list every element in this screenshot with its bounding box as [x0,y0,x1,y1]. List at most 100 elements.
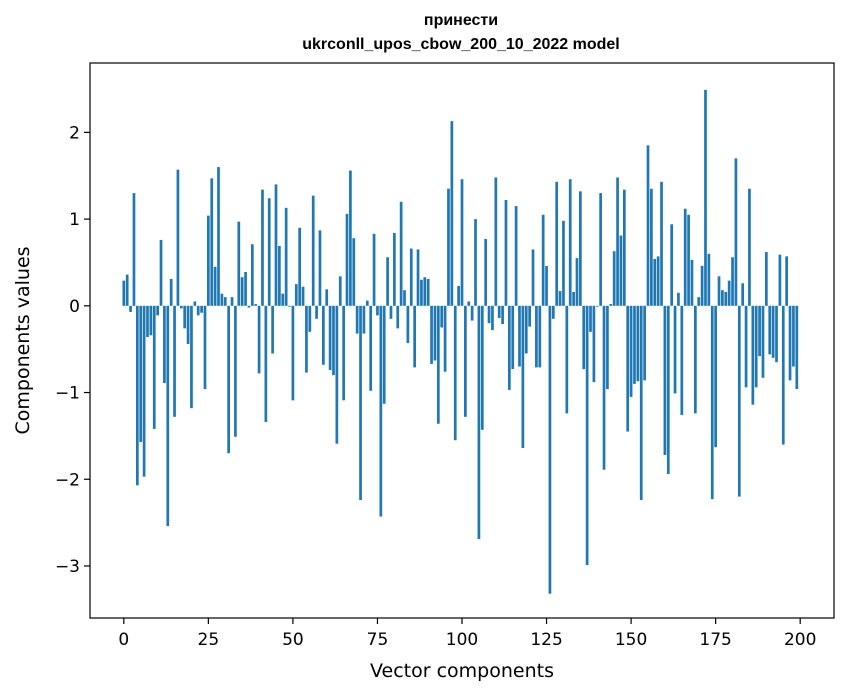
bar-142 [602,305,606,470]
bar-29 [220,293,224,306]
bar-83 [403,290,406,306]
bar-19 [186,305,190,344]
bar-199 [795,305,799,390]
bar-135 [579,191,582,306]
bar-185 [748,188,751,306]
bar-106 [480,305,484,430]
bar-196 [785,256,789,306]
bar-22 [196,305,200,316]
bar-91 [430,305,433,364]
bar-133 [572,291,575,306]
bar-47 [281,293,285,306]
bar-76 [379,305,383,517]
bar-66 [345,213,349,306]
bar-152 [636,305,640,382]
chart-title-line-1: принести [423,12,499,29]
bar-96 [447,188,450,306]
x-tick-label: 25 [198,630,220,650]
bar-54 [305,305,308,373]
bar-126 [548,305,552,594]
bar-194 [778,254,782,306]
bar-24 [203,305,207,390]
bar-69 [355,305,359,334]
y-axis-label: Components values [12,246,34,434]
bar-163 [673,305,677,394]
bar-64 [338,276,342,306]
bar-26 [210,178,214,306]
bar-30 [223,297,227,306]
bar-1 [125,274,129,306]
bar-162 [670,224,674,306]
bar-171 [700,265,704,306]
bar-156 [650,188,653,306]
bar-36 [244,271,247,306]
bar-140 [595,305,599,307]
bar-25 [207,215,210,306]
bar-11 [159,239,163,306]
bar-67 [349,170,352,306]
bar-191 [768,305,772,355]
bar-74 [372,233,376,306]
bar-137 [585,305,589,566]
bar-183 [741,283,745,306]
bar-53 [301,286,305,306]
bar-158 [656,256,660,306]
bar-46 [278,245,281,306]
bar-115 [511,305,515,370]
bar-164 [677,292,680,306]
bar-78 [386,257,389,306]
bar-45 [274,184,278,306]
bar-127 [551,305,555,319]
bar-series [122,89,799,594]
bar-143 [606,305,609,390]
bar-103 [470,305,474,321]
bar-168 [690,259,694,306]
bar-186 [751,305,755,405]
bar-12 [163,305,166,383]
bar-57 [315,305,318,319]
bar-147 [619,235,623,306]
bar-97 [450,121,454,306]
bar-198 [792,305,795,367]
bar-5 [139,305,143,442]
bar-167 [687,214,690,306]
bar-52 [298,227,302,306]
bar-145 [612,251,616,306]
bar-3 [132,193,136,306]
bar-161 [666,305,670,475]
bar-18 [183,305,187,329]
bar-132 [568,179,572,306]
bar-197 [788,305,792,381]
bar-62 [332,305,335,376]
bar-23 [200,305,203,313]
bar-21 [193,301,197,306]
bar-88 [420,279,423,306]
bar-41 [261,189,264,306]
bar-35 [240,277,244,306]
bar-172 [704,89,707,306]
bar-125 [545,265,548,306]
bar-51 [294,284,298,306]
bar-32 [230,297,234,306]
bar-176 [717,276,721,306]
bar-179 [727,280,731,306]
bar-59 [321,305,325,365]
bar-118 [521,305,525,449]
bar-40 [257,305,261,374]
bar-139 [592,305,596,383]
bar-82 [399,201,403,306]
bar-94 [440,305,444,328]
bar-107 [484,239,488,306]
bar-151 [633,305,636,384]
bar-165 [680,305,684,416]
y-tick-label: −1 [55,384,80,404]
bar-174 [710,305,714,500]
bar-7 [146,305,149,338]
bar-48 [284,207,288,306]
bar-92 [433,305,437,361]
bar-187 [754,305,758,388]
bar-193 [775,305,778,363]
bar-188 [758,305,761,357]
bar-44 [271,305,274,354]
bar-136 [582,305,586,370]
